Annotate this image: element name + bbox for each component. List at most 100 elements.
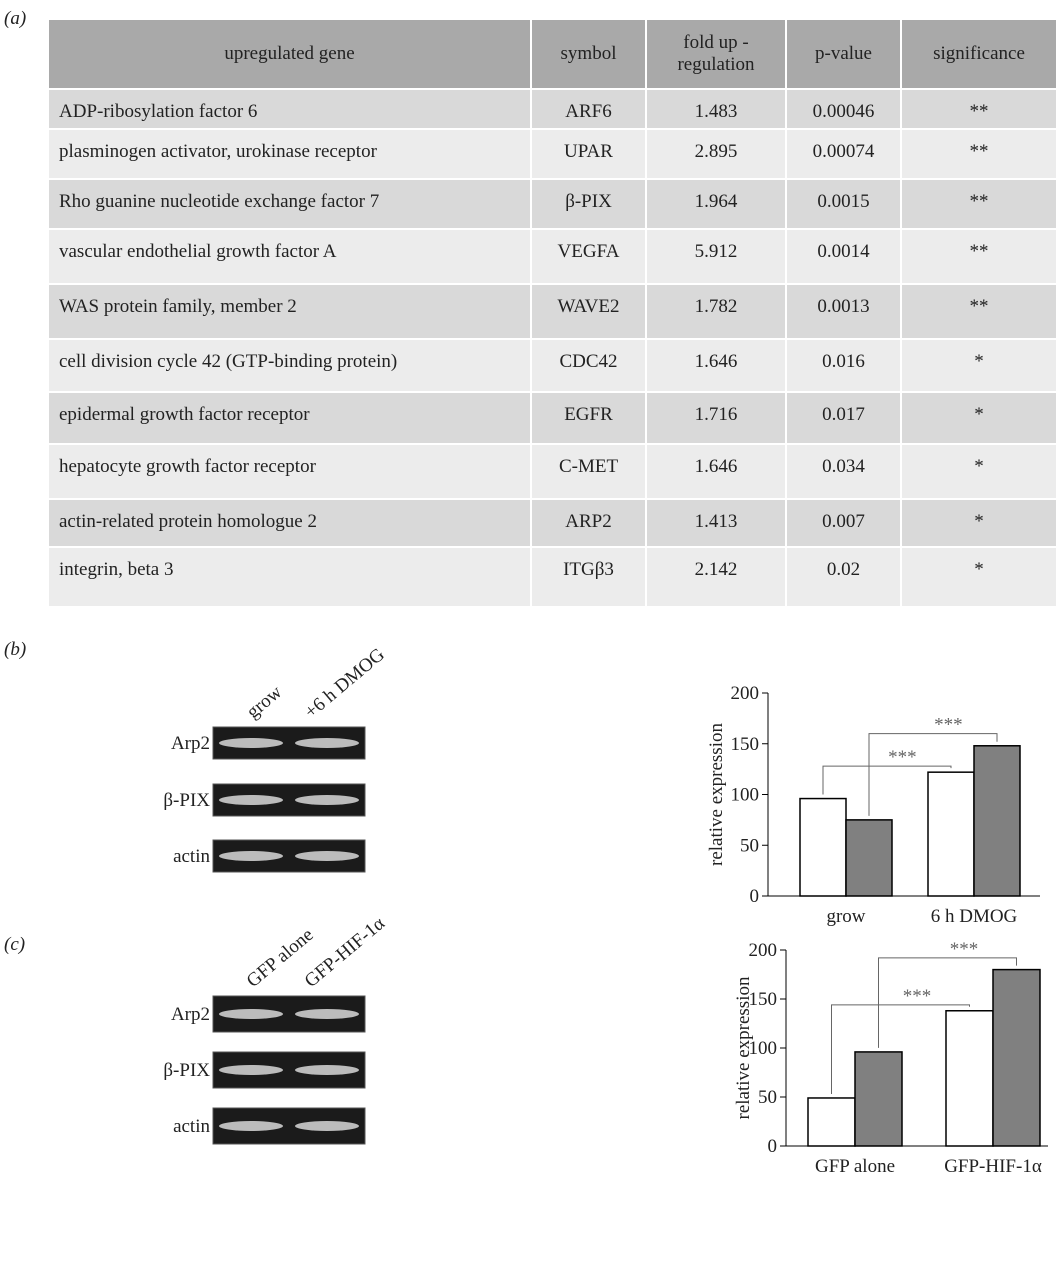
table-cell: actin-related protein homologue 2 (48, 499, 531, 547)
x-tick-label: GFP alone (815, 1156, 895, 1177)
table-row: Rho guanine nucleotide exchange factor 7… (48, 179, 1056, 229)
table-row: plasminogen activator, urokinase recepto… (48, 129, 1056, 179)
table-cell: 1.716 (646, 392, 786, 444)
header-cell: fold up - regulation (646, 19, 786, 89)
table-cell: 0.017 (786, 392, 901, 444)
gel-band (295, 738, 359, 748)
significance-label: *** (888, 747, 917, 768)
gel-band (219, 1121, 283, 1131)
bar (928, 772, 974, 896)
y-tick-label: 200 (731, 683, 760, 704)
bar (808, 1098, 855, 1146)
table-cell: 2.142 (646, 547, 786, 607)
header-cell: symbol (531, 19, 646, 89)
x-tick-label: GFP-HIF-1α (944, 1156, 1042, 1177)
table-cell: ** (901, 89, 1056, 129)
header-cell: upregulated gene (48, 19, 531, 89)
gel-band (295, 1065, 359, 1075)
table-cell: 2.895 (646, 129, 786, 179)
table-cell: VEGFA (531, 229, 646, 284)
y-tick-label: 0 (750, 886, 760, 907)
table-cell: 1.646 (646, 444, 786, 499)
table-cell: 1.782 (646, 284, 786, 339)
significance-label: *** (903, 986, 932, 1007)
gel-band (295, 1121, 359, 1131)
panel-label: (c) (4, 934, 25, 955)
bar (993, 970, 1040, 1146)
significance-label: *** (934, 715, 963, 736)
table-cell: Rho guanine nucleotide exchange factor 7 (48, 179, 531, 229)
table-cell: 1.964 (646, 179, 786, 229)
bar (974, 746, 1020, 896)
table-cell: * (901, 499, 1056, 547)
table-cell: 0.00074 (786, 129, 901, 179)
y-tick-label: 0 (768, 1136, 778, 1157)
gel-band (295, 795, 359, 805)
gel-row-label: β-PIX (163, 790, 210, 811)
table-cell: ADP-ribosylation factor 6 (48, 89, 531, 129)
table-cell: 5.912 (646, 229, 786, 284)
table-cell: * (901, 444, 1056, 499)
table-cell: vascular endothelial growth factor A (48, 229, 531, 284)
y-tick-label: 150 (731, 734, 760, 755)
gel-row-label: β-PIX (163, 1060, 210, 1081)
table-cell: WAS protein family, member 2 (48, 284, 531, 339)
y-tick-label: 200 (749, 940, 778, 961)
lane-label: grow (243, 681, 287, 722)
lane-label: +6 h DMOG (301, 644, 389, 723)
x-tick-label: grow (826, 906, 865, 927)
table-cell: hepatocyte growth factor receptor (48, 444, 531, 499)
table-cell: ARF6 (531, 89, 646, 129)
bar (800, 799, 846, 896)
y-axis-label: relative expression (733, 976, 754, 1119)
table-cell: ITGβ3 (531, 547, 646, 607)
table-cell: 0.0015 (786, 179, 901, 229)
table-cell: 0.0013 (786, 284, 901, 339)
table-cell: EGFR (531, 392, 646, 444)
table-cell: 0.034 (786, 444, 901, 499)
table-cell: cell division cycle 42 (GTP-binding prot… (48, 339, 531, 392)
bar (855, 1052, 902, 1146)
table-cell: ** (901, 229, 1056, 284)
y-tick-label: 100 (731, 785, 760, 806)
y-tick-label: 50 (740, 835, 759, 856)
gel-band (219, 851, 283, 861)
table-cell: * (901, 547, 1056, 607)
panel-label: (a) (4, 8, 26, 29)
x-tick-label: 6 h DMOG (931, 906, 1018, 927)
table-row: ADP-ribosylation factor 6ARF61.4830.0004… (48, 89, 1056, 129)
gel-row-label: Arp2 (171, 1004, 210, 1025)
table-cell: 1.413 (646, 499, 786, 547)
table-cell: epidermal growth factor receptor (48, 392, 531, 444)
table-row: hepatocyte growth factor receptorC-MET1.… (48, 444, 1056, 499)
table-cell: 0.016 (786, 339, 901, 392)
page: (a) (b) (c) grow +6 h DMOG Arp2 β-PIX actin GFP … (0, 0, 1056, 1263)
table-cell: C-MET (531, 444, 646, 499)
y-axis-label: relative expression (706, 723, 727, 866)
table-cell: integrin, beta 3 (48, 547, 531, 607)
table-cell: ** (901, 284, 1056, 339)
y-tick-label: 50 (758, 1087, 777, 1108)
table-row: cell division cycle 42 (GTP-binding prot… (48, 339, 1056, 392)
panel-label: (b) (4, 639, 26, 660)
table-cell: WAVE2 (531, 284, 646, 339)
table-cell: 0.007 (786, 499, 901, 547)
gel-row-label: actin (173, 846, 210, 867)
bar (946, 1011, 993, 1146)
table-cell: 1.483 (646, 89, 786, 129)
gel-row-label: actin (173, 1116, 210, 1137)
table-cell: ** (901, 129, 1056, 179)
table-cell: β-PIX (531, 179, 646, 229)
significance-label: *** (950, 939, 979, 960)
gel-band (219, 1065, 283, 1075)
gel-band (219, 1009, 283, 1019)
table-cell: * (901, 339, 1056, 392)
gel-row-label: Arp2 (171, 733, 210, 754)
table-cell: ** (901, 179, 1056, 229)
